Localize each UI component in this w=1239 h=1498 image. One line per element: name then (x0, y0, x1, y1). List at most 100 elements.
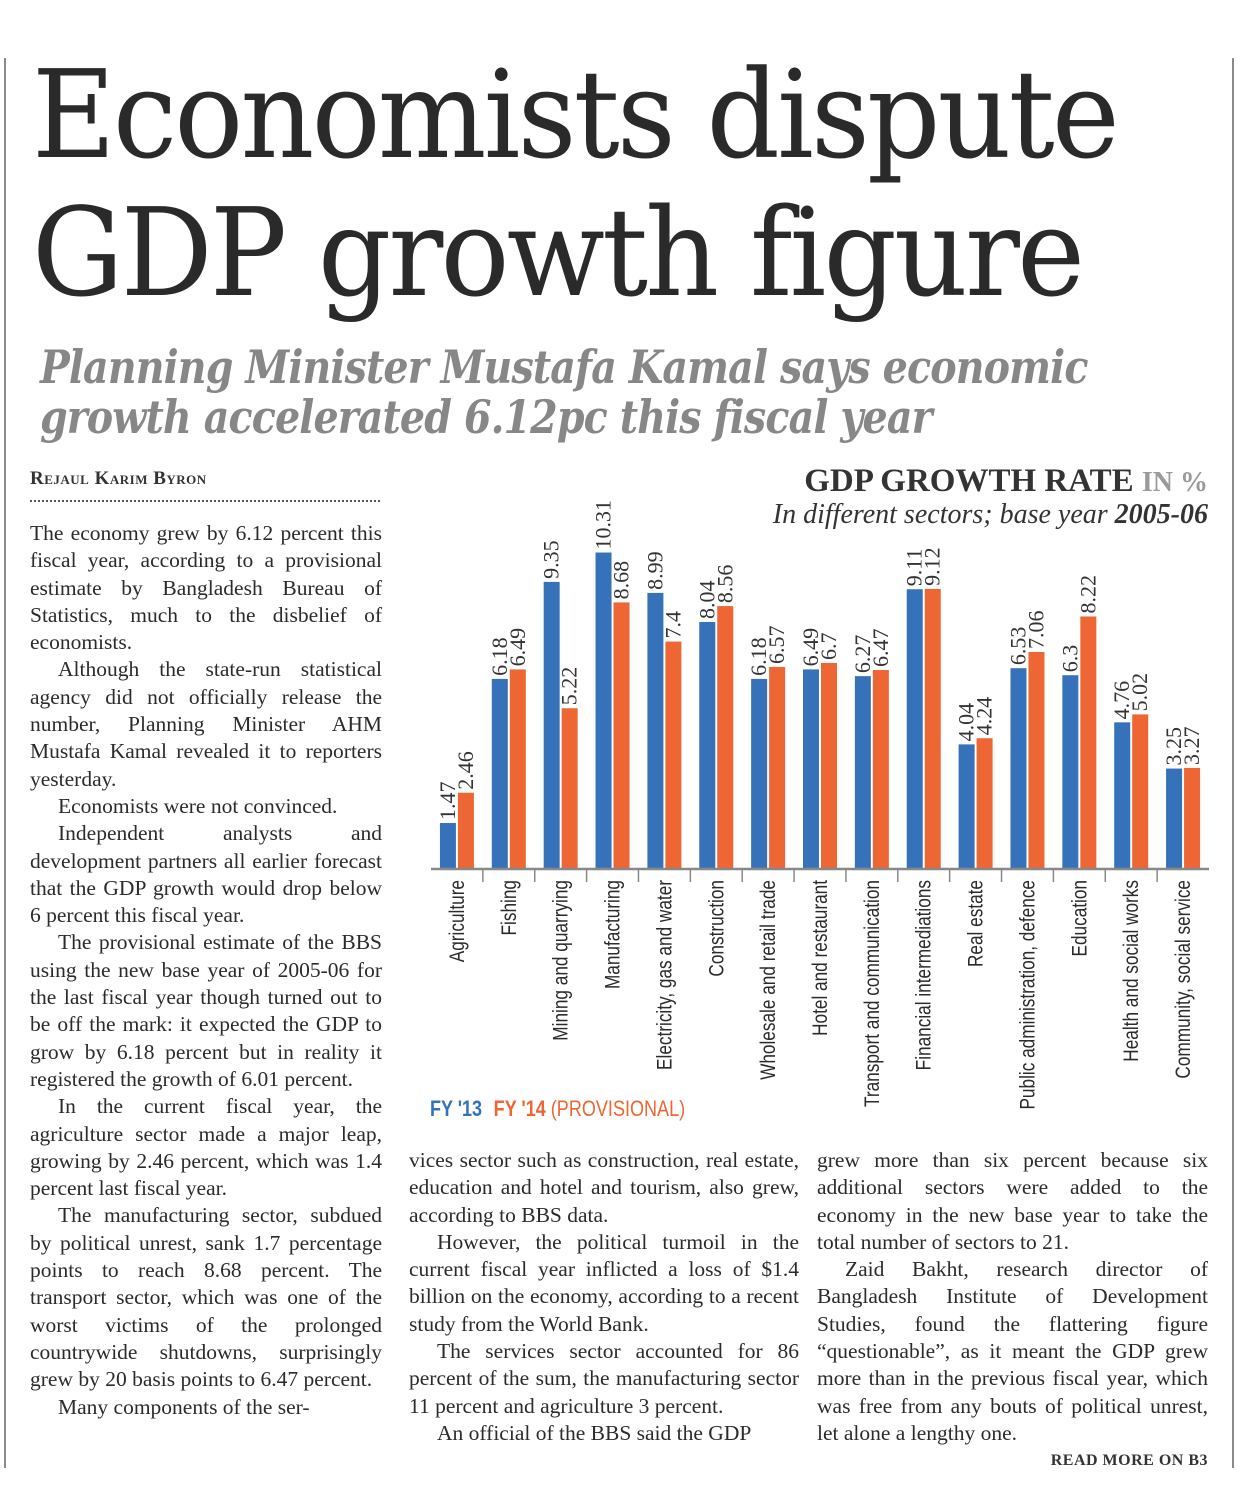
category-label: Electricity, gas and water (654, 879, 677, 1070)
data-label: 1.47 (435, 782, 460, 821)
data-label: 8.99 (642, 551, 667, 590)
data-label: 3.25 (1161, 727, 1186, 766)
category-label: Hotel and restaurant (810, 879, 833, 1036)
data-label: 6.18 (746, 637, 771, 676)
data-label: 2.46 (453, 751, 478, 790)
data-label: 8.22 (1075, 575, 1100, 614)
article-paragraph: Zaid Bakht, research director of Banglad… (817, 1257, 1208, 1445)
bar-fy14 (509, 669, 526, 868)
bar-fy13 (1062, 675, 1079, 868)
category-label: Community, social service (1173, 880, 1196, 1079)
article-paragraph: vices sector such as construction, real … (409, 1148, 799, 1227)
article-paragraph: The provisional estimate of the BBS usin… (30, 930, 382, 1091)
data-label: 6.3 (1057, 645, 1082, 673)
chart-subtitle-text: In different sectors; base year (772, 499, 1108, 530)
bar-fy14 (1080, 616, 1097, 868)
bar-fy14 (1028, 651, 1045, 868)
bar-fy13 (854, 676, 871, 868)
bar-fy14 (872, 670, 889, 868)
article-paragraph: Independent analysts and development par… (30, 821, 382, 928)
article-paragraph: Many components of the ser- (58, 1394, 310, 1419)
data-label: 7.4 (660, 611, 685, 639)
legend-fy14: FY '14 (493, 1096, 546, 1121)
data-label: 7.06 (1023, 610, 1048, 649)
data-label: 6.57 (764, 625, 789, 664)
data-label: 9.12 (920, 547, 945, 586)
data-label: 6.53 (1005, 627, 1030, 666)
category-label: Public administration, defence (1017, 880, 1040, 1110)
article-paragraph: The manufacturing sector, subdued by pol… (30, 1203, 382, 1392)
data-label: 9.11 (902, 549, 927, 587)
byline: Rejaul Karim Byron (30, 468, 207, 489)
data-label: 9.35 (539, 540, 564, 579)
article-paragraph: Economists were not convinced. (58, 793, 338, 818)
bar-fy13 (491, 678, 508, 868)
category-label: Wholesale and retail trade (758, 880, 781, 1080)
article-column-1: The economy grew by 6.12 percent this fi… (30, 520, 382, 1421)
category-label: Education (1069, 880, 1092, 957)
category-label: Transport and communication (861, 880, 884, 1107)
headline: Economists dispute GDP growth figure (32, 46, 1160, 322)
headline-line-2: GDP growth figure (32, 182, 1085, 324)
data-label: 6.49 (798, 628, 823, 667)
chart-title-unit: IN % (1141, 467, 1208, 498)
subheadline: Planning Minister Mustafa Kamal says eco… (40, 340, 1088, 444)
article-paragraph: The services sector accounted for 86 per… (409, 1339, 799, 1418)
subheadline-line-1: Planning Minister Mustafa Kamal says eco… (40, 340, 1088, 394)
article-paragraph: The economy grew by 6.12 percent this fi… (30, 521, 382, 655)
data-label: 4.24 (972, 697, 997, 736)
data-label: 6.7 (816, 632, 841, 660)
byline-divider (30, 500, 380, 502)
article-column-3: grew more than six percent because six a… (817, 1147, 1208, 1447)
read-more-link[interactable]: READ MORE ON B3 (1050, 1452, 1208, 1469)
article-paragraph: grew more than six percent because six a… (817, 1148, 1208, 1254)
chart-subtitle: In different sectors; base year 2005-06 (700, 499, 1208, 531)
bar-fy14 (924, 588, 941, 868)
bar-fy14 (769, 666, 786, 868)
data-label: 4.76 (1109, 681, 1134, 720)
right-column-rule (1232, 58, 1234, 1468)
chart-legend: FY '13 FY '14 (PROVISIONAL) (430, 1096, 685, 1122)
bar-fy13 (439, 823, 456, 868)
article-paragraph: An official of the BBS said the GDP (437, 1420, 752, 1445)
bar-fy14 (1132, 714, 1149, 868)
data-label: 5.02 (1127, 673, 1152, 712)
category-label: Construction (706, 880, 729, 977)
data-label: 8.04 (694, 580, 719, 619)
headline-line-1: Economists dispute (32, 44, 1120, 186)
article-paragraph: However, the political turmoil in the cu… (409, 1229, 799, 1336)
category-label: Mining and quarrying (550, 880, 573, 1041)
bar-fy13 (803, 669, 819, 868)
legend-fy14-note: (PROVISIONAL) (550, 1096, 686, 1121)
bar-fy13 (1010, 668, 1027, 868)
bar-fy13 (543, 581, 560, 868)
data-label: 10.31 (591, 500, 616, 550)
category-label: Financial intermediations (913, 880, 936, 1070)
bar-fy14 (561, 708, 578, 868)
chart-title: GDP GROWTH RATE IN % (700, 463, 1208, 500)
data-label: 6.27 (850, 635, 875, 674)
bar-fy14 (976, 738, 993, 868)
article-paragraph: Although the state-run statistical agenc… (30, 657, 382, 791)
bar-fy14 (665, 641, 682, 868)
bar-fy14 (613, 602, 630, 868)
data-label: 8.56 (712, 565, 737, 604)
article-column-2: vices sector such as construction, real … (409, 1147, 799, 1447)
category-label: Agriculture (446, 880, 469, 962)
bar-fy14 (1184, 767, 1201, 868)
category-label: Fishing (498, 880, 521, 935)
bar-fy13 (1166, 768, 1183, 868)
article-paragraph: In the current fiscal year, the agricult… (30, 1094, 382, 1201)
chart-title-text: GDP GROWTH RATE (804, 463, 1134, 499)
data-label: 8.68 (609, 561, 634, 600)
data-label: 5.22 (557, 667, 582, 706)
bar-fy14 (821, 662, 837, 868)
bar-fy13 (958, 744, 975, 868)
category-label: Health and social works (1121, 880, 1144, 1062)
bar-fy13 (751, 678, 768, 868)
data-label: 4.04 (954, 703, 979, 742)
category-label: Real estate (965, 880, 988, 967)
subheadline-line-2: growth accelerated 6.12pc this fiscal ye… (40, 390, 932, 444)
bar-fy14 (717, 606, 734, 868)
